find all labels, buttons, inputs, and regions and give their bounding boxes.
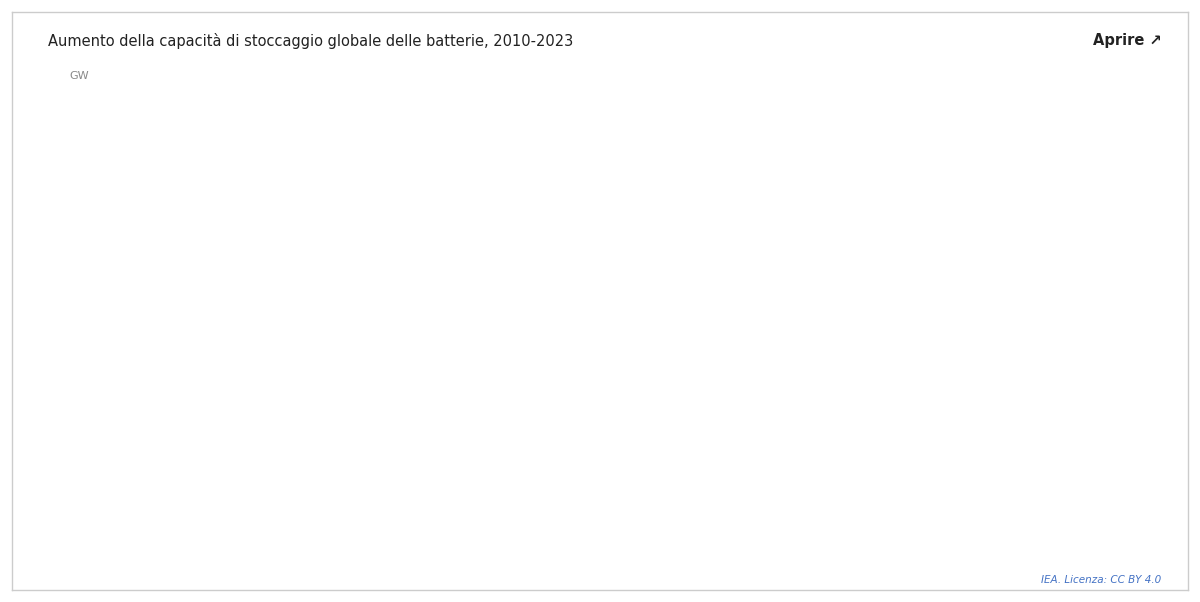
Text: Aprire ↗: Aprire ↗ bbox=[1093, 33, 1162, 48]
Text: Aumento della capacità di stoccaggio globale delle batterie, 2010-2023: Aumento della capacità di stoccaggio glo… bbox=[48, 33, 574, 49]
Text: GW: GW bbox=[70, 71, 89, 81]
Text: IEA. Licenza: CC BY 4.0: IEA. Licenza: CC BY 4.0 bbox=[1042, 575, 1162, 585]
